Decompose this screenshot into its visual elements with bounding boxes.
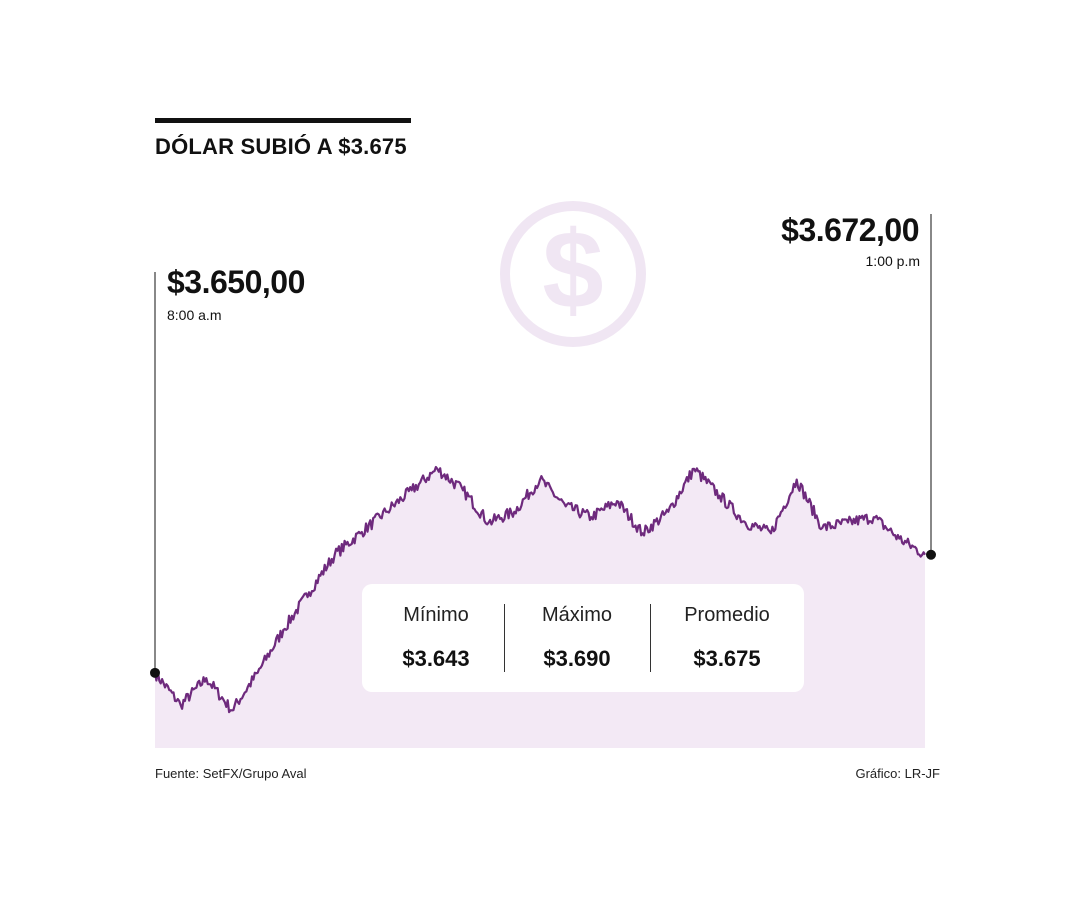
stat-divider xyxy=(504,604,505,672)
close-marker xyxy=(926,549,936,560)
open-time: 8:00 a.m xyxy=(167,307,222,323)
open-marker xyxy=(150,667,160,678)
stat-label: Mínimo xyxy=(403,604,469,626)
stat-minimum: Mínimo $3.643 xyxy=(362,584,510,692)
stat-divider xyxy=(650,604,651,672)
stat-label: Promedio xyxy=(684,604,770,626)
open-price: $3.650,00 xyxy=(167,264,305,300)
close-price: $3.672,00 xyxy=(781,212,919,248)
chart-title: DÓLAR SUBIÓ A $3.675 xyxy=(155,134,407,159)
stat-average: Promedio $3.675 xyxy=(650,584,804,692)
stat-value: $3.675 xyxy=(693,646,761,671)
stat-value: $3.690 xyxy=(543,646,611,671)
stat-maximum: Máximo $3.690 xyxy=(504,584,650,692)
stat-label: Máximo xyxy=(541,604,612,626)
stat-value: $3.643 xyxy=(402,646,470,671)
dollar-coin-icon: $ xyxy=(500,201,646,347)
svg-text:$: $ xyxy=(542,209,603,332)
price-line xyxy=(153,465,926,714)
close-time: 1:00 p.m xyxy=(865,253,920,269)
credit-note: Gráfico: LR-JF xyxy=(855,766,940,781)
source-note: Fuente: SetFX/Grupo Aval xyxy=(155,766,307,781)
title-rule xyxy=(155,118,411,123)
stats-box: Mínimo $3.643 Máximo $3.690 Promedio $3.… xyxy=(362,584,804,692)
